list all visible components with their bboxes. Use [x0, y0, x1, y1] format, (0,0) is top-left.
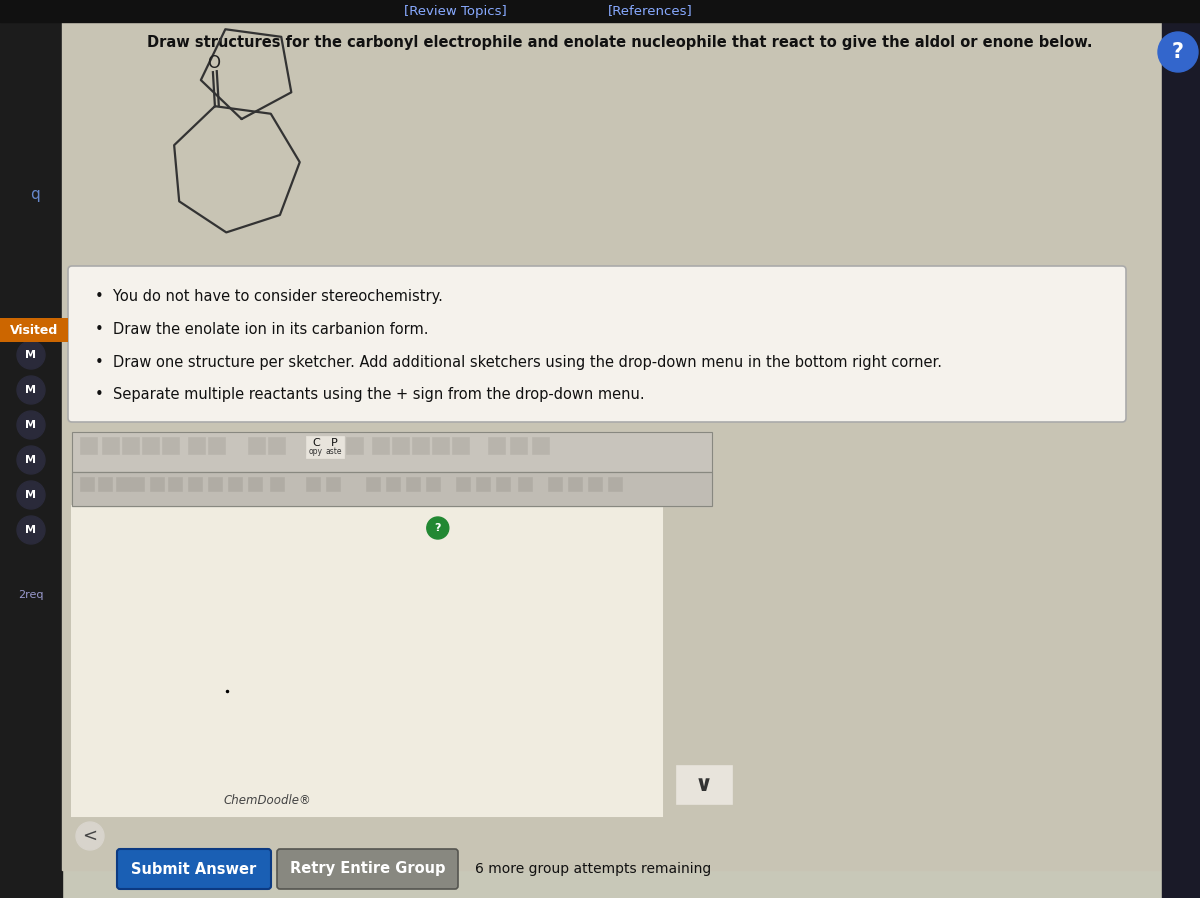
Text: 2req: 2req	[18, 590, 43, 600]
Bar	[426, 477, 440, 491]
FancyBboxPatch shape	[118, 849, 271, 889]
Circle shape	[17, 516, 46, 544]
Text: Retry Entire Group: Retry Entire Group	[289, 861, 445, 876]
Text: •  You do not have to consider stereochemistry.: • You do not have to consider stereochem…	[95, 288, 443, 304]
Bar	[608, 477, 622, 491]
FancyBboxPatch shape	[277, 849, 458, 889]
Text: 6 more group attempts remaining: 6 more group attempts remaining	[475, 862, 712, 876]
Bar	[270, 477, 284, 491]
Text: M: M	[25, 525, 36, 535]
Bar	[188, 437, 205, 454]
Bar	[72, 506, 662, 816]
FancyBboxPatch shape	[68, 266, 1126, 422]
Bar	[80, 437, 97, 454]
Bar	[518, 477, 532, 491]
Bar	[208, 437, 226, 454]
Bar	[406, 477, 420, 491]
Text: M: M	[25, 385, 36, 395]
Text: <: <	[83, 827, 97, 845]
Bar	[248, 437, 265, 454]
Text: M: M	[25, 455, 36, 465]
Text: C: C	[312, 438, 320, 448]
Circle shape	[17, 481, 46, 509]
Bar	[268, 437, 286, 454]
Bar	[1162, 0, 1200, 898]
Bar	[306, 437, 323, 454]
Bar	[150, 477, 164, 491]
Bar	[80, 477, 94, 491]
Bar	[392, 437, 409, 454]
Bar	[168, 477, 182, 491]
Bar	[548, 477, 562, 491]
FancyBboxPatch shape	[0, 318, 68, 342]
Bar	[510, 437, 527, 454]
Bar	[122, 437, 139, 454]
Bar	[372, 437, 389, 454]
Bar	[208, 477, 222, 491]
Bar	[98, 477, 112, 491]
Bar	[346, 437, 364, 454]
Text: M: M	[25, 490, 36, 500]
Bar	[72, 432, 712, 472]
Text: opy: opy	[310, 446, 323, 455]
Text: M: M	[25, 420, 36, 430]
Text: q: q	[30, 188, 40, 203]
Text: ?: ?	[434, 523, 442, 533]
Bar	[677, 766, 732, 804]
Circle shape	[76, 822, 104, 850]
Bar	[532, 437, 550, 454]
Bar	[72, 472, 712, 506]
Bar	[476, 477, 490, 491]
Text: ∨: ∨	[695, 775, 713, 795]
Text: aste: aste	[325, 446, 342, 455]
Bar	[0, 0, 1200, 22]
Bar	[72, 472, 712, 506]
Circle shape	[17, 341, 46, 369]
Text: [References]: [References]	[607, 4, 692, 17]
Circle shape	[17, 376, 46, 404]
Text: ?: ?	[1172, 42, 1184, 62]
Bar	[568, 477, 582, 491]
Bar	[130, 477, 144, 491]
Bar	[496, 477, 510, 491]
Text: •  Draw the enolate ion in its carbanion form.: • Draw the enolate ion in its carbanion …	[95, 321, 428, 337]
Bar	[456, 477, 470, 491]
Bar	[386, 477, 400, 491]
Circle shape	[17, 446, 46, 474]
Bar	[188, 477, 202, 491]
Text: M: M	[25, 350, 36, 360]
Bar	[452, 437, 469, 454]
Text: O: O	[208, 54, 221, 72]
Bar	[72, 432, 712, 472]
Bar	[306, 436, 344, 458]
Bar	[228, 477, 242, 491]
Bar	[366, 477, 380, 491]
Text: Visited: Visited	[10, 323, 58, 337]
Bar	[588, 477, 602, 491]
Bar	[488, 437, 505, 454]
Bar	[162, 437, 179, 454]
Circle shape	[1158, 32, 1198, 72]
Text: [Review Topics]: [Review Topics]	[403, 4, 506, 17]
Text: Submit Answer: Submit Answer	[131, 861, 257, 876]
Text: ChemDoodle®: ChemDoodle®	[223, 794, 311, 806]
Text: •  Separate multiple reactants using the + sign from the drop-down menu.: • Separate multiple reactants using the …	[95, 388, 644, 402]
Bar	[142, 437, 158, 454]
Bar	[306, 477, 320, 491]
Bar	[432, 437, 449, 454]
Bar	[0, 0, 62, 898]
Text: P: P	[331, 438, 337, 448]
Bar	[102, 437, 119, 454]
Bar	[412, 437, 430, 454]
Bar	[116, 477, 130, 491]
Bar	[248, 477, 262, 491]
Bar	[326, 477, 340, 491]
Bar	[326, 437, 343, 454]
Circle shape	[427, 517, 449, 539]
Text: Draw structures for the carbonyl electrophile and enolate nucleophile that react: Draw structures for the carbonyl electro…	[148, 34, 1093, 49]
Circle shape	[17, 411, 46, 439]
Text: •  Draw one structure per sketcher. Add additional sketchers using the drop-down: • Draw one structure per sketcher. Add a…	[95, 355, 942, 369]
